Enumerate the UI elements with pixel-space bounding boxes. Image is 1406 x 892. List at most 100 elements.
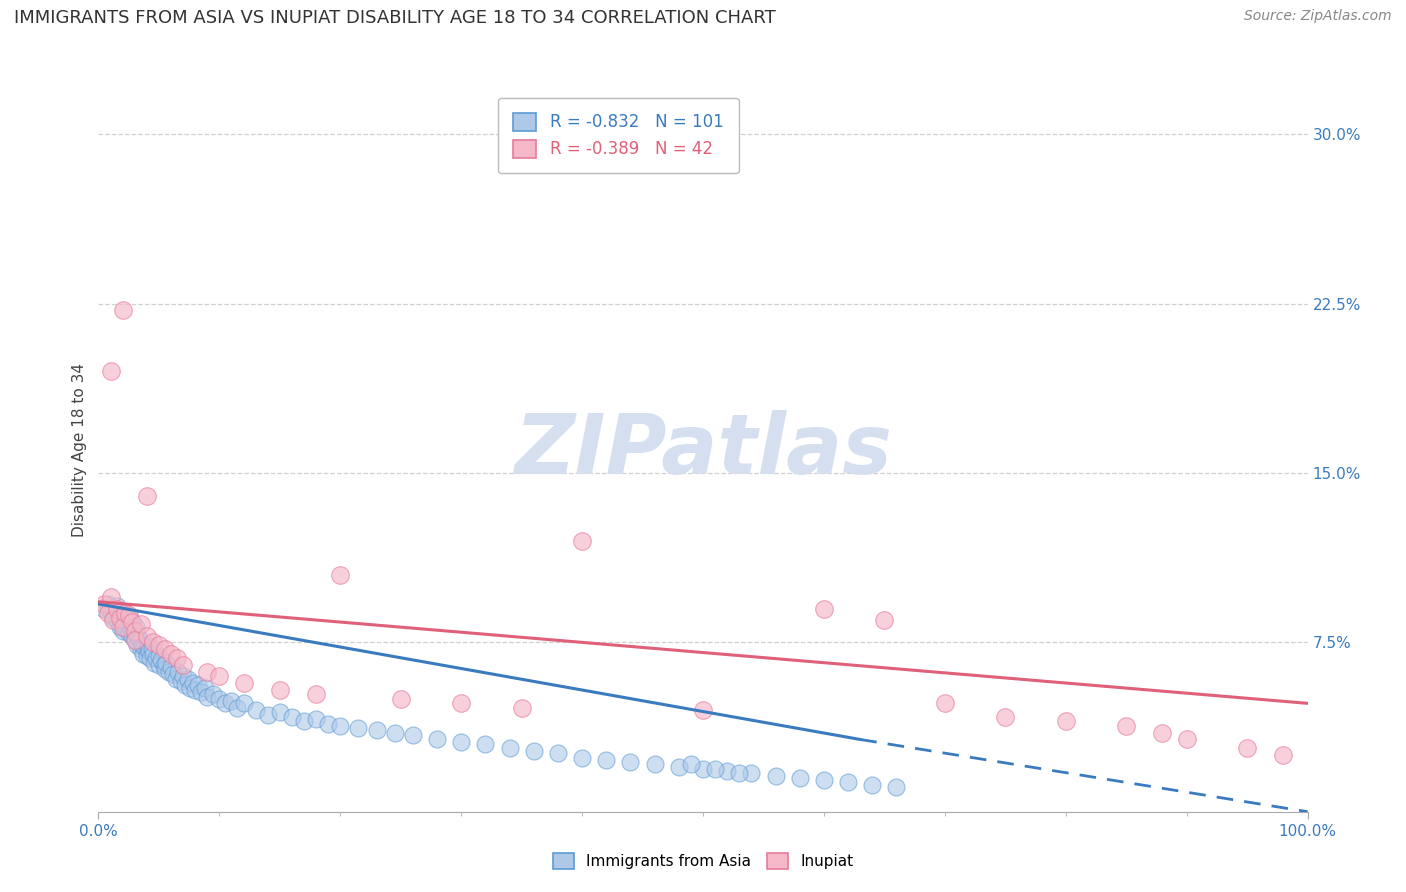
Point [269, 706, 291, 720]
Point [148, 657, 170, 672]
Point [108, 619, 131, 633]
Point [571, 533, 593, 548]
Point [704, 762, 727, 776]
Point [595, 753, 617, 767]
Point [148, 648, 170, 663]
Point [105, 613, 128, 627]
Point [384, 725, 406, 739]
Point [716, 764, 738, 778]
Point [115, 622, 138, 636]
Point [692, 703, 714, 717]
Point [160, 647, 183, 661]
Point [110, 604, 132, 618]
Point [765, 769, 787, 783]
Point [172, 669, 194, 683]
Point [813, 773, 835, 788]
Point [226, 701, 249, 715]
Point [101, 610, 124, 624]
Point [97, 597, 120, 611]
Point [202, 687, 225, 701]
Point [187, 678, 209, 692]
Point [150, 653, 173, 667]
Point [281, 710, 304, 724]
Point [668, 759, 690, 773]
Point [547, 746, 569, 760]
Point [105, 601, 128, 615]
Point [256, 707, 278, 722]
Point [728, 766, 751, 780]
Point [111, 624, 134, 639]
Point [129, 642, 152, 657]
Point [100, 364, 122, 378]
Point [692, 762, 714, 776]
Point [177, 672, 200, 686]
Point [124, 624, 146, 639]
Point [165, 672, 187, 686]
Point [740, 766, 762, 780]
Point [450, 696, 472, 710]
Point [498, 741, 520, 756]
Point [305, 712, 328, 726]
Point [124, 626, 146, 640]
Y-axis label: Disability Age 18 to 34: Disability Age 18 to 34 [72, 363, 87, 538]
Point [169, 673, 191, 688]
Point [153, 663, 176, 677]
Point [813, 601, 835, 615]
Point [190, 685, 212, 699]
Point [402, 728, 425, 742]
Point [184, 682, 207, 697]
Point [208, 669, 231, 683]
Point [619, 755, 641, 769]
Point [389, 691, 412, 706]
Point [160, 660, 183, 674]
Point [145, 651, 167, 665]
Point [155, 656, 177, 670]
Point [347, 721, 370, 735]
Legend: Immigrants from Asia, Inupiat: Immigrants from Asia, Inupiat [547, 847, 859, 875]
Point [111, 303, 134, 318]
Point [100, 591, 122, 605]
Point [1236, 741, 1258, 756]
Point [131, 638, 153, 652]
Point [121, 615, 143, 629]
Text: IMMIGRANTS FROM ASIA VS INUPIAT DISABILITY AGE 18 TO 34 CORRELATION CHART: IMMIGRANTS FROM ASIA VS INUPIAT DISABILI… [14, 9, 776, 27]
Point [305, 687, 328, 701]
Point [143, 656, 166, 670]
Point [111, 617, 134, 632]
Point [316, 716, 339, 731]
Point [101, 613, 124, 627]
Point [426, 732, 449, 747]
Point [1175, 732, 1198, 747]
Text: Source: ZipAtlas.com: Source: ZipAtlas.com [1244, 9, 1392, 23]
Point [208, 691, 231, 706]
Point [366, 723, 388, 738]
Point [121, 624, 143, 639]
Point [118, 619, 141, 633]
Point [120, 613, 142, 627]
Point [111, 619, 134, 633]
Point [214, 696, 236, 710]
Point [134, 640, 156, 654]
Point [141, 642, 163, 657]
Point [195, 665, 218, 679]
Point [121, 629, 143, 643]
Point [118, 626, 141, 640]
Point [105, 599, 128, 614]
Point [181, 676, 204, 690]
Point [125, 619, 148, 633]
Text: ZIPatlas: ZIPatlas [515, 410, 891, 491]
Point [837, 775, 859, 789]
Point [118, 608, 141, 623]
Point [114, 615, 136, 629]
Point [329, 719, 352, 733]
Point [142, 647, 165, 661]
Point [679, 757, 702, 772]
Point [179, 681, 201, 695]
Point [644, 757, 666, 772]
Point [1152, 725, 1174, 739]
Point [148, 638, 170, 652]
Point [93, 597, 115, 611]
Point [195, 690, 218, 704]
Point [139, 651, 162, 665]
Point [221, 694, 243, 708]
